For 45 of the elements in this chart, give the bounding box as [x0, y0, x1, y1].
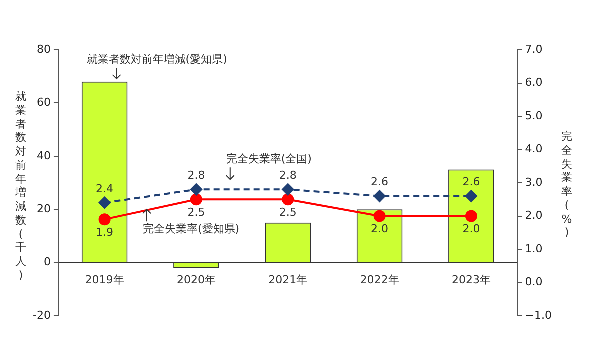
x-tick-label: 2021年 [268, 273, 308, 286]
y-tick-label: 80 [36, 42, 51, 56]
y2-tick-label: 2.0 [525, 209, 543, 222]
data-label: 1.9 [96, 226, 114, 239]
y2-tick-label: 3.0 [525, 176, 543, 189]
point [465, 190, 478, 202]
point [374, 190, 386, 202]
y2-tick-label: 1.0 [525, 242, 543, 256]
text: 就業者数対前年増減数(千人) [16, 90, 26, 282]
series-label: 完全失業率(愛知県) [142, 222, 240, 236]
point [190, 184, 202, 196]
y2-tick-label: 7.0 [525, 42, 543, 56]
y2-tick-label: −1.0 [525, 308, 552, 322]
point [98, 214, 111, 226]
x-tick-label: 2022年 [360, 273, 400, 286]
data-label: 2.5 [279, 206, 297, 219]
y2-tick-label: 4.0 [525, 142, 543, 156]
x-tick-label: 2019年 [85, 273, 124, 286]
y2-tick-label: 0.0 [525, 276, 543, 289]
data-label: 2.8 [188, 169, 206, 182]
data-label: 2.0 [462, 222, 480, 236]
point [98, 196, 111, 209]
point [282, 184, 294, 196]
y2-axis-title: 完全失業率(%) [560, 130, 574, 240]
y-tick-label: -20 [33, 308, 51, 322]
data-label: 2.4 [96, 182, 114, 196]
data-label: 2.0 [371, 222, 389, 236]
data-label: 2.6 [462, 176, 480, 189]
data-label: 2.5 [188, 206, 206, 219]
y2-tick-label: 6.0 [525, 76, 543, 90]
data-label: 2.6 [371, 176, 389, 189]
point [374, 210, 386, 222]
y-tick-label: 60 [36, 96, 51, 110]
data-label: 2.8 [279, 169, 297, 182]
text: 完全失業率(全国) [226, 152, 312, 166]
y-tick-label: 20 [36, 202, 51, 216]
series-label: 就業者数対前年増減(愛知県) [86, 52, 228, 66]
x-tick-label: 2020年 [176, 273, 216, 286]
y-tick-label: 0 [44, 256, 51, 269]
y-tick-label: 40 [36, 149, 51, 162]
point [282, 194, 294, 206]
point [190, 194, 202, 206]
point [465, 210, 478, 222]
x-tick-label: 2023年 [452, 273, 491, 286]
y2-tick-label: 5.0 [525, 109, 543, 122]
